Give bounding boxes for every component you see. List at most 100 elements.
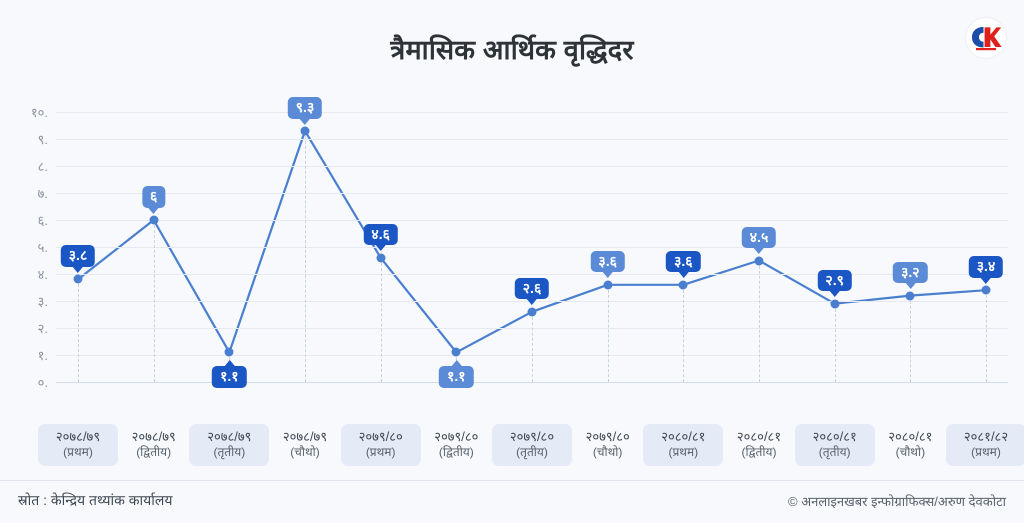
x-axis-tick: २०८०/८१ (चौथो) [870,424,950,466]
x-axis-tick-quarter: (चौथो) [290,445,320,460]
y-axis-tick: ६. [37,213,48,228]
x-axis-tick-quarter: (प्रथम) [971,445,1001,460]
data-point[interactable] [73,274,83,284]
data-point[interactable] [754,256,764,265]
x-axis-tick: २०८०/८१ (प्रथम) [643,424,724,467]
page-title: त्रैमासिक आर्थिक वृद्धिदर [390,35,634,65]
ok-logo-icon [972,27,1002,51]
x-axis-tick: २०७८/७९ (प्रथम) [38,424,118,467]
y-axis-tick: ३. [37,294,48,309]
x-axis-tick: २०७८/७९ (तृतीय) [189,424,270,467]
data-point[interactable] [527,307,537,317]
x-axis-tick-quarter: (चौथो) [592,445,623,460]
y-axis-tick: ९. [37,132,48,147]
x-axis-tick: २०८०/८१ (तृतीय) [794,424,875,467]
grid-line-vertical [305,130,306,382]
x-axis-tick-quarter: (प्रथम) [365,445,396,460]
data-point-value-label: ४.५ [741,226,777,254]
x-axis-tick: २०७९/८० (द्वितीय) [416,424,496,466]
x-axis-tick-year: २०८०/८१ [661,429,706,444]
x-axis-tick: २०७९/८० (प्रथम) [340,424,421,467]
x-axis-tick: २०८१/८२ (प्रथम) [946,424,1024,467]
x-axis-tick-quarter: (तृतीय) [818,445,851,460]
plot-area: १०. ९. ८. ७. ६. ५. ४. ३. २. १. ०. ३.८ ६ १.१ ९.३ ४.६ १.१… [0,92,1024,422]
grid-line-horizontal [56,193,1008,194]
onlinekhabar-logo [966,18,1006,58]
data-point[interactable] [451,347,461,357]
footer-divider [0,480,1024,481]
x-axis-tick-year: २०८१/८२ [963,429,1009,444]
grid-line-horizontal [56,274,1008,275]
data-point[interactable] [376,253,386,263]
x-axis-tick-quarter: (चौथो) [895,445,926,460]
data-point[interactable] [149,215,159,225]
x-axis-tick-year: २०७९/८० [434,429,479,444]
source-label: स्रोत : केन्द्रिय तथ्यांक कार्यालय [18,492,173,508]
grid-line-vertical [380,257,382,382]
grid-line-vertical [532,311,533,382]
grid-line-vertical [759,260,760,382]
data-point[interactable] [603,280,613,290]
grid-line-vertical [986,290,987,382]
x-axis-tick-quarter: (द्वितीय) [741,445,777,460]
data-point-value-label: १.१ [439,360,474,388]
x-axis-tick: २०७९/८० (चौथो) [568,424,648,466]
x-axis-tick-year: २०८०/८१ [812,429,857,444]
grid-line-vertical [910,295,912,382]
grid-line-horizontal [56,166,1008,167]
grid-line-horizontal [56,220,1008,221]
data-point-value-label: ३.८ [60,245,96,273]
grid-line-vertical [153,220,155,382]
data-point[interactable] [830,299,840,309]
x-axis-tick-year: २०७८/७९ [282,429,328,444]
grid-line-horizontal [56,382,1008,383]
y-axis-tick: ५. [37,240,48,255]
grid-line-vertical [834,303,836,382]
data-point-value-label: ३.६ [590,250,625,279]
x-axis-tick-quarter: (तृतीय) [516,445,548,460]
data-point[interactable] [300,126,310,136]
chart-footer: स्रोत : केन्द्रिय तथ्यांक कार्यालय © अनल… [0,481,1024,523]
data-point-value-label: २.९ [817,269,852,297]
x-axis-tick-quarter: (द्वितीय) [438,445,474,460]
y-axis-tick: १०. [30,105,48,120]
grid-line-horizontal [56,112,1008,113]
x-axis-tick-quarter: (प्रथम) [63,445,93,460]
x-axis-tick-quarter: (द्वितीय) [136,445,172,460]
data-point[interactable] [905,291,915,301]
plot-canvas: ३.८ ६ १.१ ९.३ ४.६ १.१ २.६ ३.६ ३.६ ४.५ २.९ ३.२ ३.४ [56,92,1008,422]
x-axis-tick: २०७९/८० (तृतीय) [492,424,572,467]
x-axis-tick: २०७८/७९ (चौथो) [265,424,345,466]
y-axis-tick: ८. [37,159,48,174]
x-axis: २०७८/७९ (प्रथम) २०७८/७९ (द्वितीय) २०७८/७९ (तृ… [38,424,1024,476]
y-axis-tick: २. [37,321,48,336]
x-axis-tick-year: २०८०/८१ [888,429,933,444]
grid-line-horizontal [56,247,1008,248]
data-point[interactable] [224,347,234,357]
data-point[interactable] [981,285,991,295]
data-point-value-label: ३.६ [666,250,701,279]
data-point[interactable] [678,280,688,290]
y-axis-tick: ०. [37,375,48,390]
x-axis-tick-year: २०७८/७९ [207,429,252,444]
x-axis-tick: २०७८/७९ (द्वितीय) [114,424,194,466]
chart-header: त्रैमासिक आर्थिक वृद्धिदर [0,0,1024,92]
x-axis-tick-year: २०७९/८० [585,429,630,444]
y-axis-tick: ४. [37,267,48,282]
data-point-value-label: ३.२ [893,261,928,289]
data-point-value-label: ९.३ [287,96,323,125]
x-axis-tick-quarter: (प्रथम) [668,445,699,460]
grid-line-vertical [683,284,685,382]
grid-line-vertical [78,279,79,382]
data-point-value-label: ४.६ [363,223,398,252]
x-axis-tick: २०८०/८१ (द्वितीय) [719,424,799,466]
x-axis-tick-year: २०७८/७९ [131,429,176,444]
credit-label: © अनलाइनखबर इन्फोग्राफिक्स/अरुण देवकोटा [788,494,1006,509]
x-axis-tick-year: २०७९/८० [358,429,403,444]
data-point-value-label: २.६ [514,277,550,306]
grid-line-horizontal [56,139,1008,140]
x-axis-tick-quarter: (तृतीय) [213,445,246,460]
x-axis-tick-year: २०८०/८१ [736,429,782,444]
y-axis-tick: १. [37,348,48,363]
